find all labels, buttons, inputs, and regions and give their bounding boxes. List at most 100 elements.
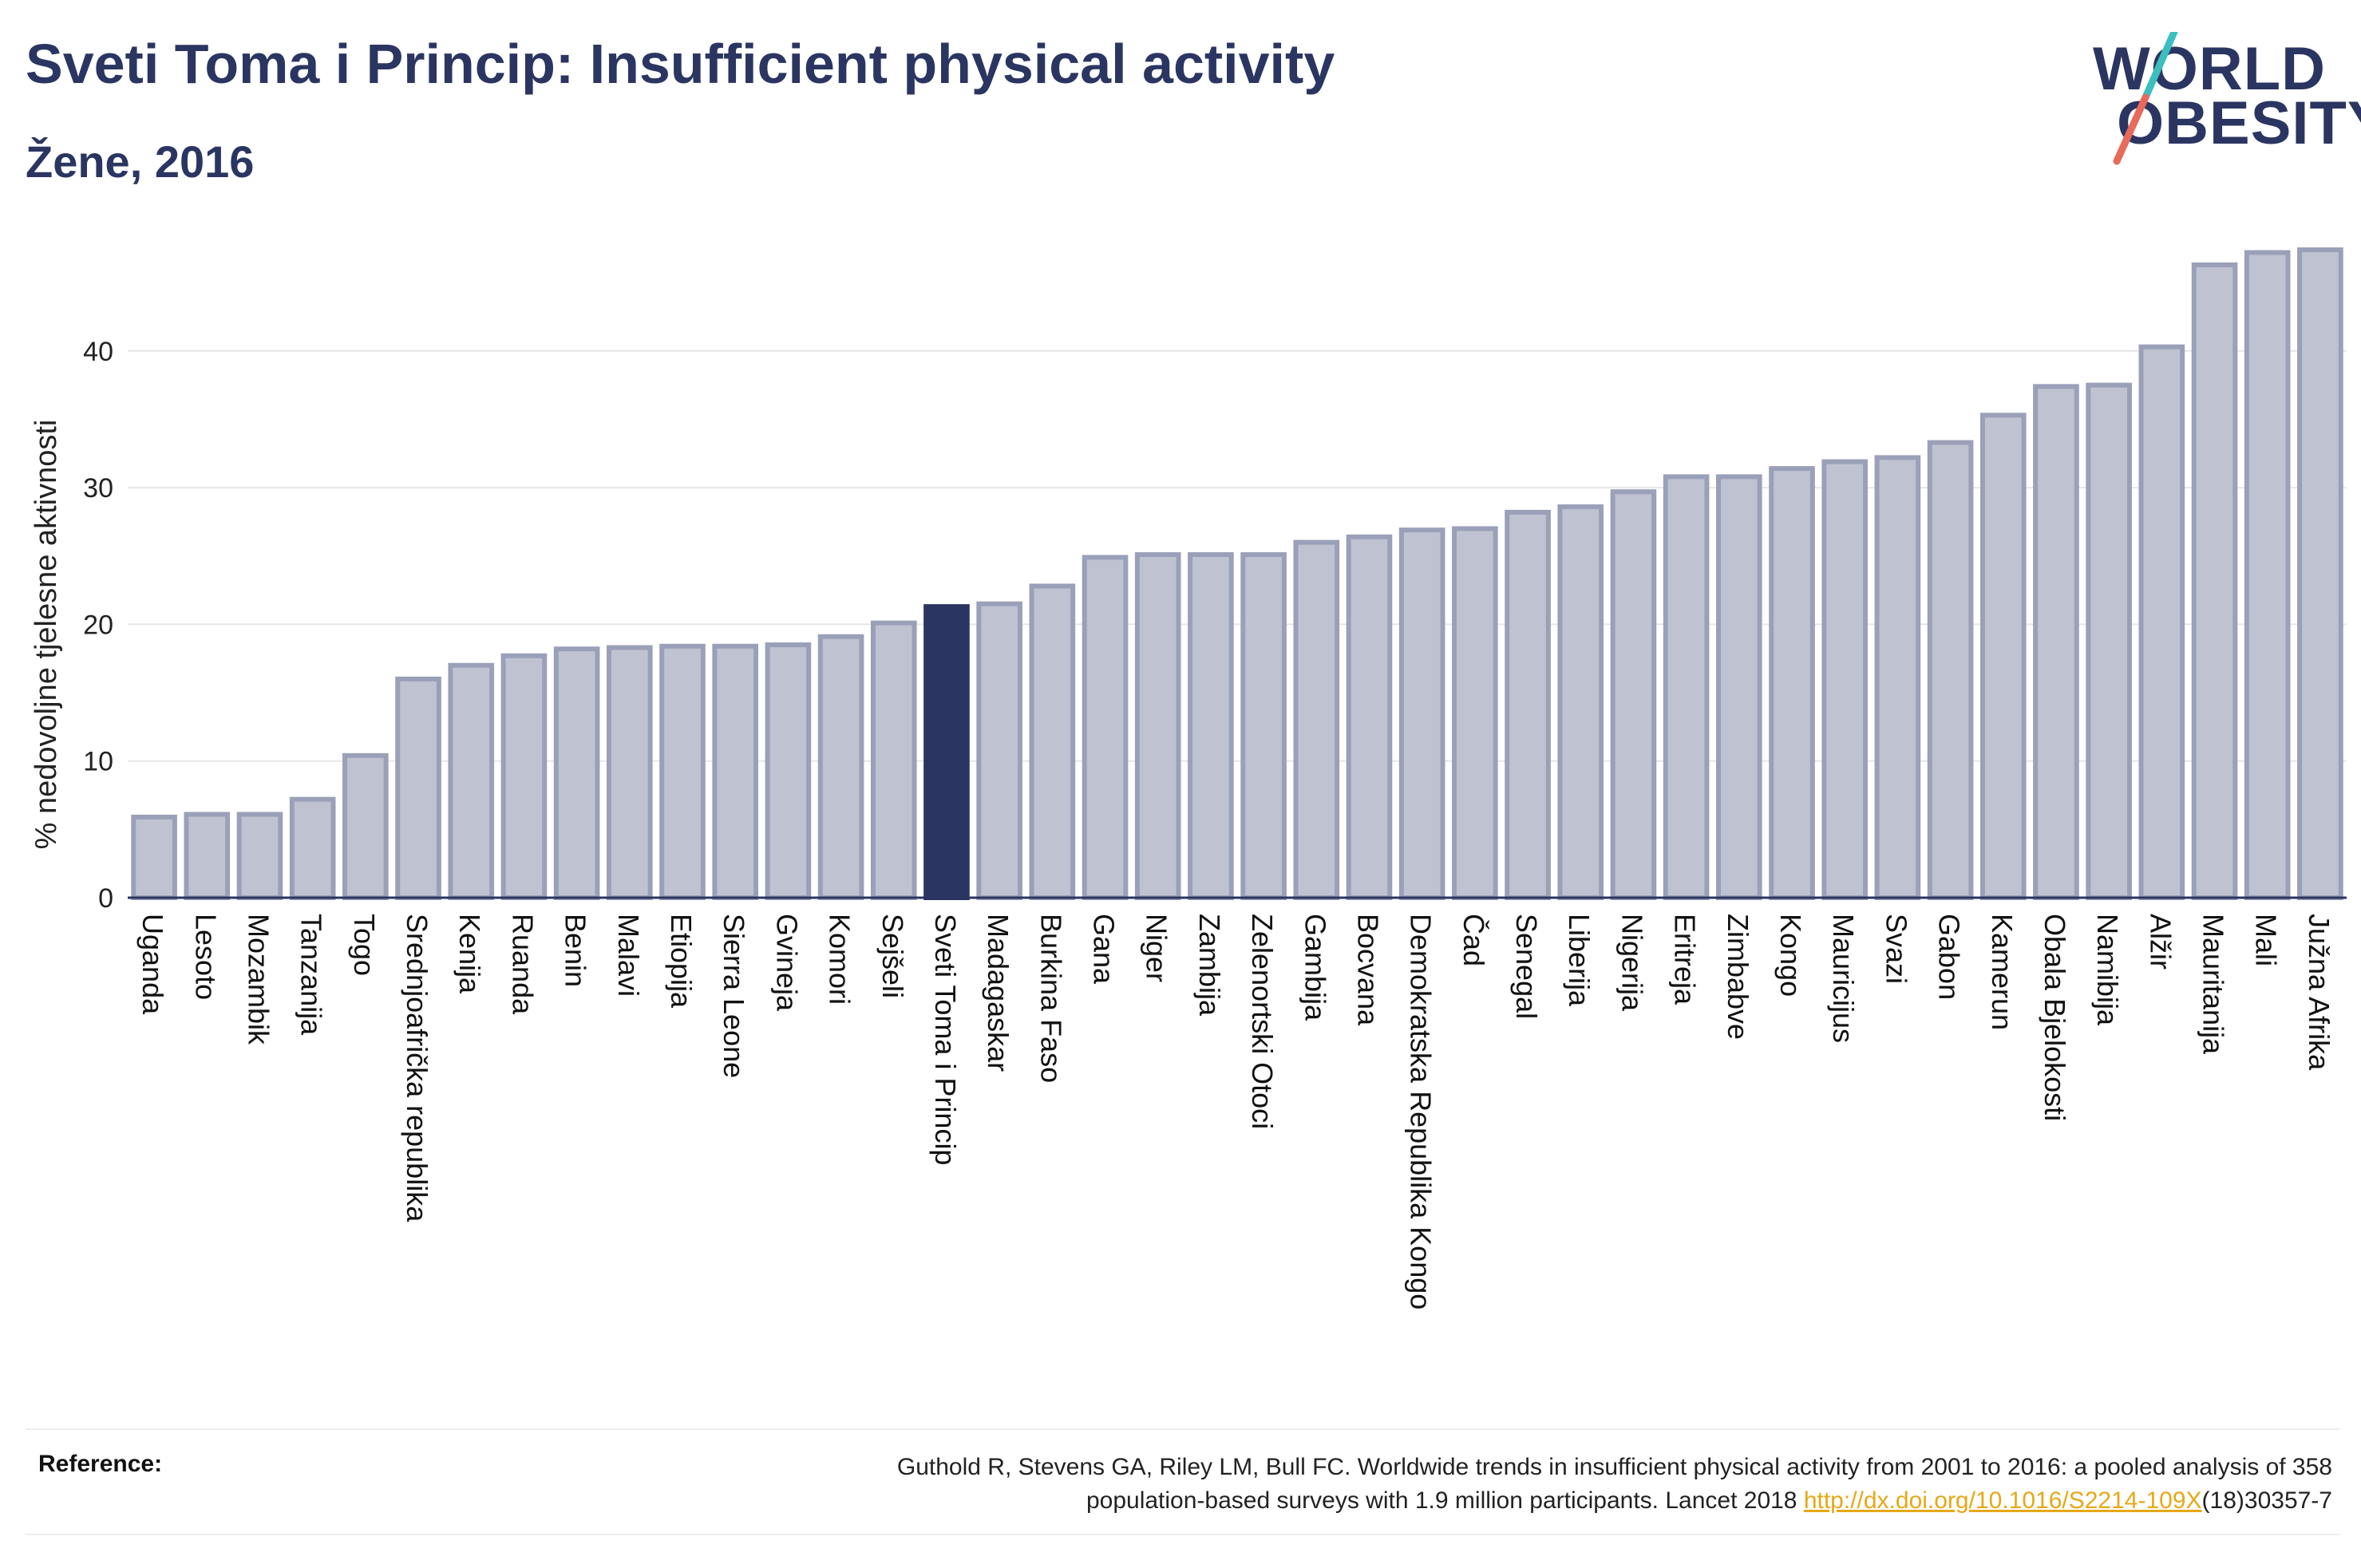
reference-line-1: Guthold R, Stevens GA, Riley LM, Bull FC… [896, 1454, 2332, 1480]
reference-line-3: (18)30357-7 [2201, 1487, 2332, 1514]
bar [2086, 382, 2132, 900]
bar [1979, 413, 2027, 901]
x-tick-label: Kenija [453, 914, 486, 994]
bar [2191, 262, 2238, 901]
bar [1557, 504, 1604, 900]
x-tick-label: Gambija [1299, 914, 1331, 1021]
bar [1610, 489, 1657, 900]
bar [659, 643, 706, 900]
x-tick-label: Demokratska Republika Kongo [1405, 914, 1438, 1309]
x-tick-label: Mozambik [242, 914, 275, 1045]
bar [1769, 466, 1815, 901]
bar [1398, 527, 1445, 900]
bar [500, 653, 548, 900]
x-tick-label: Komori [824, 914, 856, 1005]
bar [1505, 509, 1551, 900]
bar [2138, 344, 2185, 900]
x-tick-label: Zimbabve [1722, 914, 1754, 1040]
y-tick-label: 10 [83, 747, 113, 777]
x-tick-label: Kongo [1774, 914, 1807, 997]
bar [236, 812, 283, 901]
bar [2033, 384, 2079, 900]
x-tick-label: Kamerun [1986, 914, 2019, 1030]
x-tick-label: Srednjoafrička republika [401, 914, 433, 1222]
bar [765, 642, 812, 900]
x-tick-label: Mauricijus [1827, 914, 1860, 1043]
logo-line-2: OBESITY [2117, 89, 2361, 157]
bar [2297, 247, 2343, 900]
x-tick-label: Čad [1457, 914, 1490, 966]
bar [1927, 440, 1974, 901]
y-tick-label: 0 [98, 883, 113, 914]
logo-line-1: WORLD [2093, 35, 2327, 103]
bar [1029, 583, 1076, 900]
reference-doi-link[interactable]: http://dx.doi.org/10.1016/S2214-109X [1803, 1487, 2202, 1514]
x-tick-label: Sveti Toma i Princip [929, 914, 962, 1165]
bar [553, 646, 600, 900]
x-tick-label: Ruanda [506, 914, 539, 1015]
x-tick-label: Benin [560, 914, 592, 987]
reference-section: Reference: Guthold R, Stevens GA, Riley … [26, 1428, 2340, 1535]
x-tick-label: Niger [1141, 914, 1173, 982]
reference-label: Reference: [38, 1451, 163, 1477]
x-tick-label: Sejšeli [876, 914, 909, 998]
x-tick-label: Bocvana [1351, 914, 1384, 1026]
y-tick-label: 20 [83, 610, 113, 640]
bar [448, 662, 495, 900]
x-tick-label: Malavi [612, 914, 645, 997]
x-tick-label: Alžir [2144, 914, 2177, 970]
y-tick-label: 40 [83, 337, 113, 367]
x-tick-label: Nigerija [1616, 914, 1648, 1012]
logo-slash-icon [2113, 32, 2178, 165]
bar [817, 634, 864, 901]
highlighted-bar [923, 604, 970, 900]
bar [131, 814, 177, 900]
x-tick-label: Liberija [1563, 914, 1596, 1007]
bar [1134, 552, 1181, 900]
x-tick-label: Mali [2250, 914, 2283, 966]
bar [1874, 455, 1921, 900]
bar [1293, 539, 1340, 900]
bar [184, 812, 231, 901]
chart-title: Sveti Toma i Princip: Insufficient physi… [26, 33, 1335, 95]
bar [289, 796, 336, 900]
bar [1663, 474, 1710, 900]
x-tick-label: Madagaskar [982, 914, 1014, 1072]
x-tick-label: Lesoto [189, 914, 222, 1000]
x-tick-label: Uganda [136, 914, 169, 1015]
x-tick-label: Burkina Faso [1034, 914, 1067, 1083]
bar [870, 620, 917, 900]
x-tick-label: Eritreja [1669, 914, 1702, 1005]
reference-text: Guthold R, Stevens GA, Riley LM, Bull FC… [496, 1451, 2332, 1518]
chart-subtitle: Žene, 2016 [26, 136, 255, 187]
reference-line-2: population-based surveys with 1.9 millio… [1086, 1487, 1804, 1514]
x-tick-label: Namibija [2091, 914, 2124, 1026]
x-tick-label: Gana [1088, 914, 1121, 985]
x-tick-label: Mauritanija [2197, 914, 2230, 1055]
bar [1452, 526, 1498, 900]
bar [1715, 474, 1762, 900]
x-tick-label: Svazi [1880, 914, 1912, 984]
bar [342, 752, 389, 901]
bar [2244, 250, 2291, 901]
bar [712, 643, 759, 900]
x-tick-label: Senegal [1510, 914, 1543, 1019]
x-tick-label: Gvineja [770, 914, 803, 1012]
x-tick-label: Togo [348, 914, 381, 976]
bar [1082, 555, 1129, 900]
bar [1821, 459, 1869, 901]
bar [395, 676, 441, 900]
x-tick-label: Zambija [1193, 914, 1226, 1017]
world-obesity-logo: WORLD OBESITY [2075, 32, 2361, 168]
bar-chart: 0 10 20 30 40 % nedovoljne tjelesne aktivnost… [30, 247, 2347, 1309]
x-tick-label: Južna Afrika [2303, 914, 2335, 1071]
y-axis-label: % nedovoljne tjelesne aktivnosti [30, 420, 63, 850]
x-tick-label: Gabon [1933, 914, 1966, 1000]
bar [606, 645, 653, 900]
x-tick-label: Etiopija [665, 914, 698, 1009]
x-tick-label: Tanzanija [295, 914, 328, 1036]
y-tick-label: 30 [83, 473, 113, 504]
bar [1188, 552, 1234, 900]
x-tick-label: Zelenortski Otoci [1246, 914, 1279, 1129]
x-tick-label: Sierra Leone [718, 914, 750, 1078]
